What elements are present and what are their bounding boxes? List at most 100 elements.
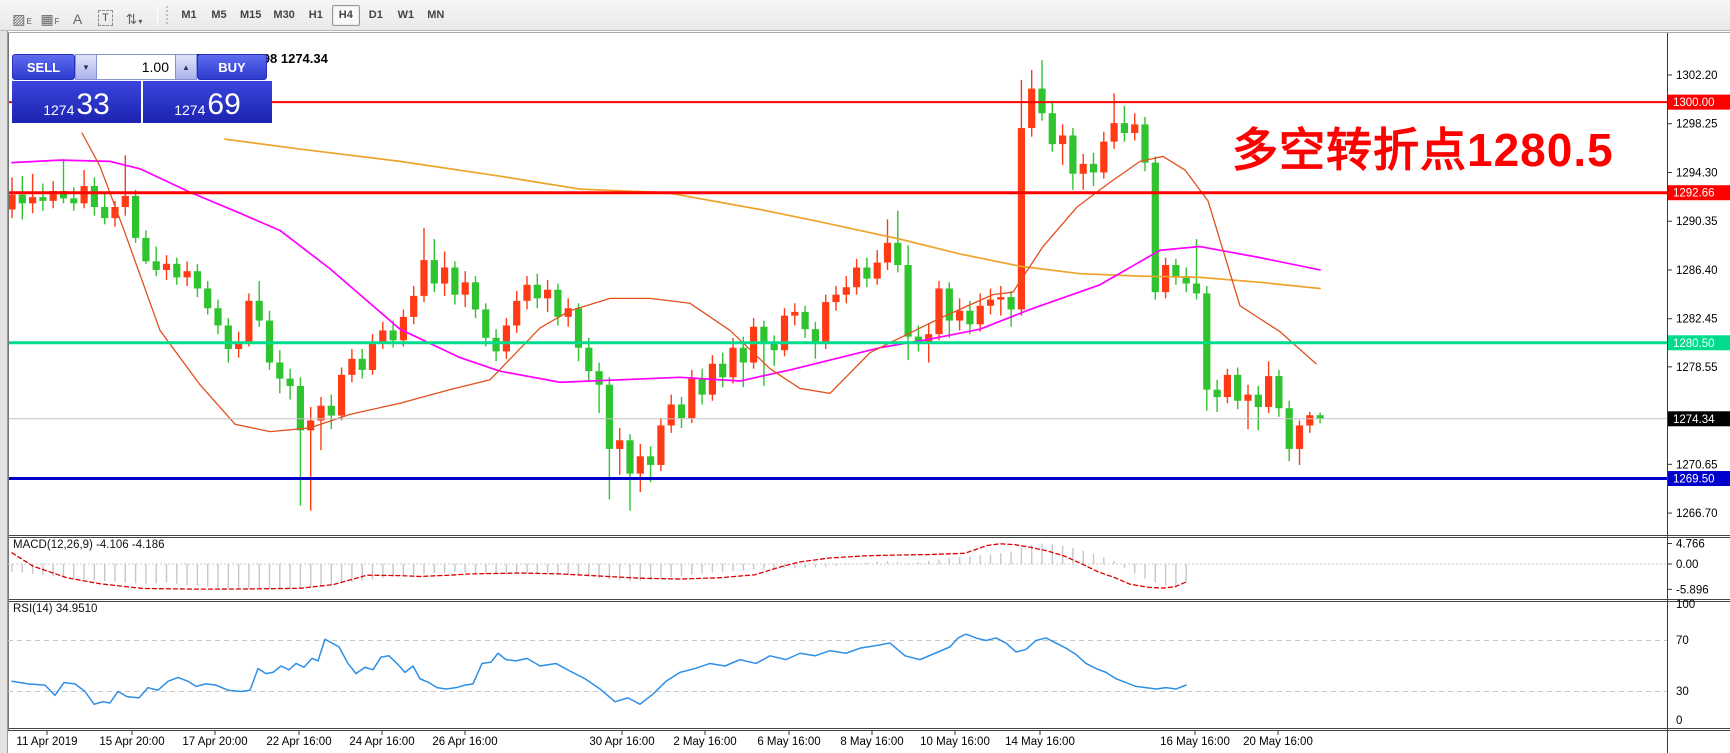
candle-body xyxy=(348,358,356,375)
main-price-pane[interactable] xyxy=(8,60,1324,511)
volume-decrease-button[interactable]: ▼ xyxy=(75,54,97,80)
candle-body xyxy=(956,310,964,321)
candle-body xyxy=(492,337,500,352)
sell-price-display[interactable]: 1274 33 xyxy=(12,81,141,123)
candle-body xyxy=(410,295,418,317)
time-axis[interactable]: 11 Apr 2019 15 Apr 20:00 17 Apr 20:00 22 Ap… xyxy=(16,731,1313,748)
candle-body xyxy=(688,378,696,419)
candle-body xyxy=(1059,135,1067,145)
window-left-strip xyxy=(0,31,8,753)
sell-price-small: 1274 xyxy=(43,102,75,118)
candle-body xyxy=(286,378,294,386)
candle-body xyxy=(1141,124,1149,163)
candle-wick xyxy=(299,377,302,506)
rsi-line xyxy=(11,633,1187,705)
price-badge-text: 1300.00 xyxy=(1673,97,1715,109)
candle-body xyxy=(554,289,562,317)
price-badge-1280.50 xyxy=(1668,335,1730,351)
candle-body xyxy=(173,263,181,278)
candle-body xyxy=(59,190,68,199)
candle-body xyxy=(70,198,78,204)
time-tick-label: 20 May 16:00 xyxy=(1243,736,1313,748)
candle-body xyxy=(379,330,387,342)
text-box-icon[interactable]: T xyxy=(93,4,119,27)
candle-body xyxy=(811,329,819,343)
tab-timeframe-M5[interactable]: M5 xyxy=(211,9,227,21)
candle-body xyxy=(1120,123,1128,133)
price-badge-1269.50 xyxy=(1668,471,1730,487)
volume-input[interactable] xyxy=(97,54,175,80)
buy-price-display[interactable]: 1274 69 xyxy=(143,81,272,123)
candle-body xyxy=(605,384,613,449)
candle-body xyxy=(1306,415,1314,426)
candle-body xyxy=(317,405,325,421)
grid-pattern-icon[interactable]: ▦ F xyxy=(40,10,60,27)
buy-price-small: 1274 xyxy=(174,102,206,118)
tab-timeframe-M30[interactable]: M30 xyxy=(273,9,295,21)
candle-body xyxy=(883,242,892,263)
candle-body xyxy=(986,299,995,306)
tab-timeframe-H4[interactable]: H4 xyxy=(331,4,360,26)
candle-body xyxy=(142,237,150,262)
tab-timeframe-MN[interactable]: MN xyxy=(427,9,445,21)
macd-pane[interactable] xyxy=(8,543,1667,590)
tab-timeframe-H1[interactable]: H1 xyxy=(308,9,323,21)
candle-body xyxy=(1223,374,1231,398)
candle-body xyxy=(358,358,366,370)
volume-increase-button[interactable]: ▲ xyxy=(175,54,197,80)
candle-body xyxy=(636,456,644,474)
candle-body xyxy=(1038,88,1046,114)
sell-button[interactable]: SELL xyxy=(12,54,75,80)
candle-body xyxy=(389,330,397,341)
price-tick-label: 1266.70 xyxy=(1676,508,1718,520)
rsi-axis-label: 100 xyxy=(1676,599,1695,611)
text-label-icon[interactable]: A xyxy=(72,10,83,27)
candle-wick xyxy=(598,362,600,414)
candle-body xyxy=(667,404,675,426)
tab-timeframe-D1[interactable]: D1 xyxy=(368,9,383,21)
candle-body xyxy=(966,310,974,325)
candle-body xyxy=(657,425,665,465)
price-badge-text: 1269.50 xyxy=(1673,474,1715,486)
ma-slow-orange-line xyxy=(224,138,1321,290)
hatch-pattern-icon[interactable]: ▨ E xyxy=(12,10,32,27)
candle-body xyxy=(1048,113,1056,145)
buy-button[interactable]: BUY xyxy=(197,54,267,80)
candle-wick xyxy=(1061,124,1064,166)
rsi-axis-label: 70 xyxy=(1676,635,1689,647)
rsi-pane[interactable] xyxy=(8,633,1667,705)
candle-body xyxy=(162,263,171,270)
time-tick-label: 26 Apr 16:00 xyxy=(432,736,497,748)
candle-body xyxy=(1162,265,1170,293)
candle-body xyxy=(1295,425,1304,449)
toolbar-drag-handle[interactable] xyxy=(165,5,169,25)
candle-wick xyxy=(897,210,899,273)
candle-body xyxy=(245,300,253,342)
price-badge-1300.00 xyxy=(1668,94,1730,110)
price-tick-label: 1286.40 xyxy=(1676,265,1718,277)
candle-body xyxy=(1316,415,1324,419)
candle-body xyxy=(29,197,37,204)
time-tick-label: 2 May 16:00 xyxy=(673,736,736,748)
candle-body xyxy=(1265,376,1273,407)
candle-body xyxy=(1275,376,1283,409)
time-tick-label: 15 Apr 20:00 xyxy=(99,736,164,748)
candle-body xyxy=(914,336,922,342)
candle-wick xyxy=(124,155,126,216)
price-tick-label: 1302.20 xyxy=(1676,70,1718,82)
tab-timeframe-M1[interactable]: M1 xyxy=(181,9,197,21)
sell-price-big: 33 xyxy=(76,88,110,121)
price-tick-label: 1278.55 xyxy=(1676,362,1718,374)
candle-body xyxy=(873,262,881,279)
candle-body xyxy=(502,325,510,352)
arrange-windows-icon[interactable]: ⇅ ▾ xyxy=(125,10,143,27)
tab-timeframe-W1[interactable]: W1 xyxy=(397,9,415,21)
candle-body xyxy=(564,308,572,317)
candle-body xyxy=(780,315,789,351)
candle-body xyxy=(276,362,284,379)
candle-wick xyxy=(1195,239,1198,300)
candle-body xyxy=(626,440,634,474)
tab-timeframe-M15[interactable]: M15 xyxy=(240,9,262,21)
